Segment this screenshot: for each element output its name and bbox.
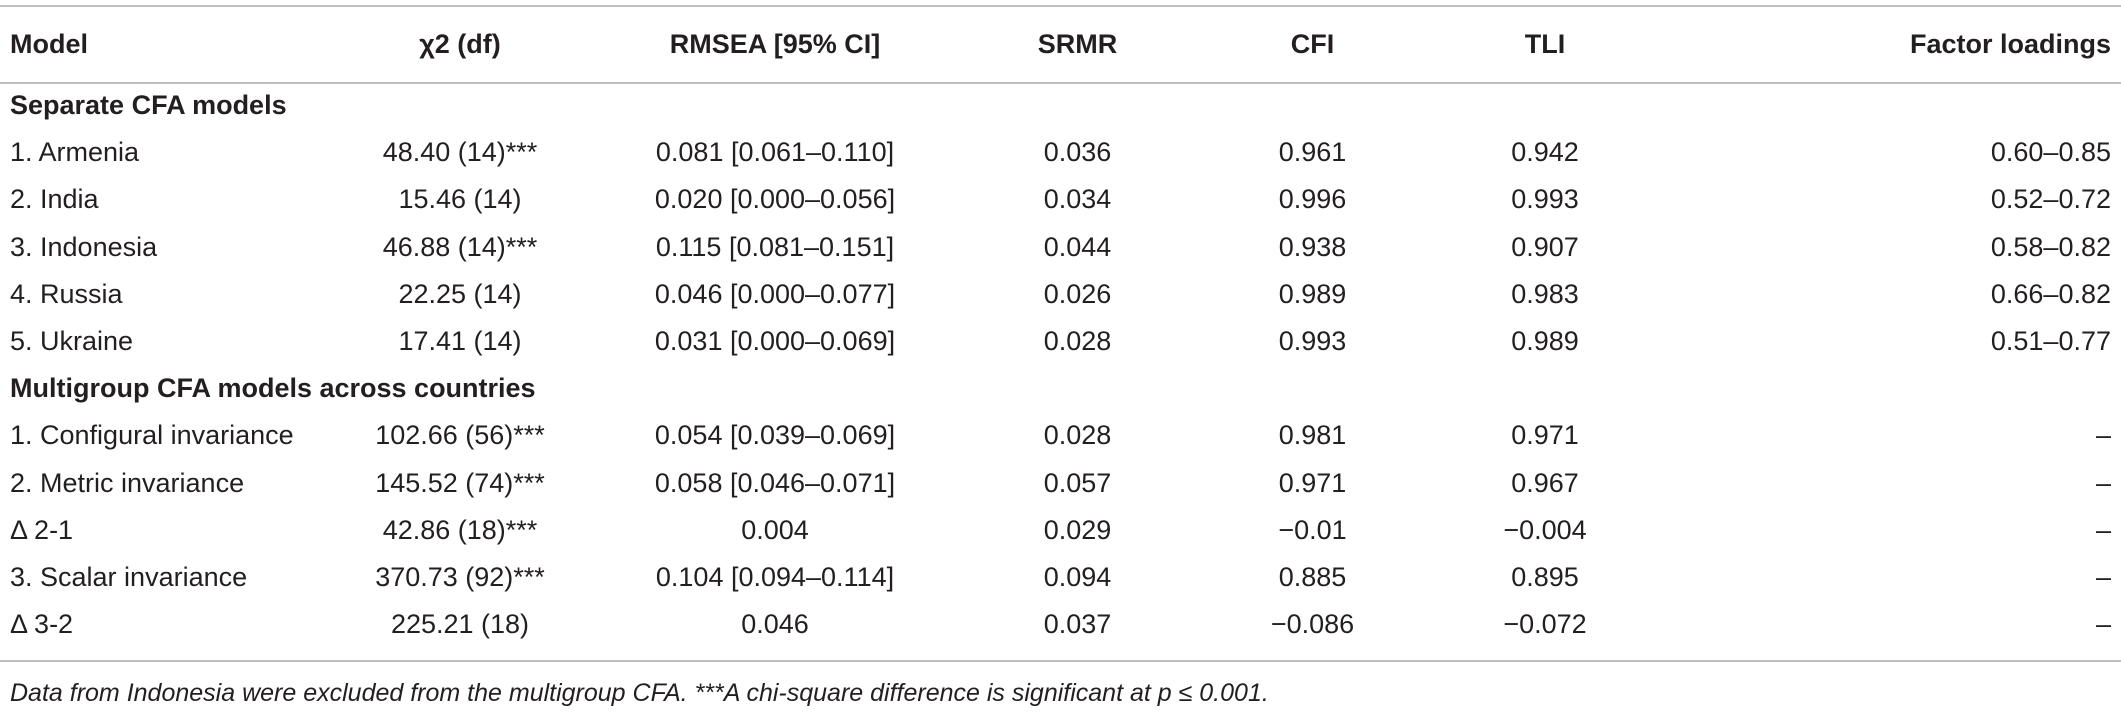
cell-factor-loadings: 0.58–0.82 bbox=[1990, 231, 2111, 262]
cell-srmr: 0.044 bbox=[1043, 231, 1112, 262]
section-row: Separate CFA models bbox=[0, 82, 2121, 129]
cell-rmsea: 0.046 [0.000–0.077] bbox=[654, 278, 896, 309]
cell-model: 2. India bbox=[10, 184, 99, 215]
cell-chi2: 46.88 (14)*** bbox=[382, 231, 538, 262]
cell-chi2: 42.86 (18)*** bbox=[382, 514, 538, 545]
cell-rmsea: 0.104 [0.094–0.114] bbox=[655, 561, 895, 592]
header-srmr: SRMR bbox=[1037, 29, 1118, 59]
table-row: Δ 2-1 42.86 (18)*** 0.004 0.029 −0.01 −0.004 – bbox=[0, 507, 2121, 554]
cell-chi2: 48.40 (14)*** bbox=[382, 137, 538, 168]
cell-factor-loadings: – bbox=[2095, 561, 2111, 592]
cell-srmr: 0.028 bbox=[1043, 326, 1112, 357]
cell-srmr: 0.029 bbox=[1043, 514, 1112, 545]
header-rmsea: RMSEA [95% CI] bbox=[669, 29, 881, 59]
cell-cfi: 0.938 bbox=[1278, 231, 1347, 262]
cell-factor-loadings: 0.66–0.82 bbox=[1990, 278, 2111, 309]
table-header: Model χ2 (df) RMSEA [95% CI] SRMR CFI TL… bbox=[0, 7, 2121, 82]
cell-factor-loadings: – bbox=[2095, 467, 2111, 498]
table-row: 4. Russia 22.25 (14) 0.046 [0.000–0.077] 0.… bbox=[0, 271, 2121, 318]
cell-rmsea: 0.115 [0.081–0.151] bbox=[655, 231, 895, 262]
section-title: Multigroup CFA models across countries bbox=[10, 373, 536, 404]
cell-rmsea: 0.054 [0.039–0.069] bbox=[654, 420, 896, 451]
cell-chi2: 102.66 (56)*** bbox=[375, 420, 545, 451]
cell-rmsea: 0.020 [0.000–0.056] bbox=[654, 184, 896, 215]
cell-model: 2. Metric invariance bbox=[10, 467, 245, 498]
cell-srmr: 0.028 bbox=[1043, 420, 1112, 451]
cell-factor-loadings: 0.51–0.77 bbox=[1990, 326, 2111, 357]
cell-factor-loadings: 0.52–0.72 bbox=[1990, 184, 2111, 215]
header-row: Model χ2 (df) RMSEA [95% CI] SRMR CFI TL… bbox=[0, 7, 2121, 82]
cell-srmr: 0.034 bbox=[1043, 184, 1112, 215]
cell-srmr: 0.037 bbox=[1043, 609, 1112, 640]
table-body: Separate CFA models 1. Armenia 48.40 (14)*… bbox=[0, 82, 2121, 648]
cell-rmsea: 0.058 [0.046–0.071] bbox=[654, 467, 896, 498]
cell-cfi: 0.993 bbox=[1278, 326, 1347, 357]
cell-tli: 0.993 bbox=[1511, 184, 1579, 215]
cell-factor-loadings: – bbox=[2095, 420, 2111, 451]
cell-tli: 0.971 bbox=[1511, 420, 1579, 451]
cell-tli: 0.989 bbox=[1511, 326, 1579, 357]
cell-cfi: 0.981 bbox=[1278, 420, 1347, 451]
header-tli: TLI bbox=[1524, 29, 1566, 59]
cell-tli: −0.072 bbox=[1503, 609, 1587, 640]
cell-model: 3. Scalar invariance bbox=[10, 561, 248, 592]
fit-indices-table: Model χ2 (df) RMSEA [95% CI] SRMR CFI TL… bbox=[0, 7, 2121, 648]
table-footnote: Data from Indonesia were excluded from t… bbox=[10, 679, 1269, 707]
cell-model: 1. Configural invariance bbox=[10, 420, 294, 451]
cell-model: Δ 2-1 bbox=[10, 514, 74, 545]
table-row: 3. Scalar invariance 370.73 (92)*** 0.104 … bbox=[0, 554, 2121, 601]
cell-model: 5. Ukraine bbox=[10, 326, 134, 357]
cell-tli: −0.004 bbox=[1503, 514, 1587, 545]
cell-rmsea: 0.031 [0.000–0.069] bbox=[654, 326, 896, 357]
cell-rmsea: 0.004 bbox=[741, 514, 809, 545]
table-row: 2. India 15.46 (14) 0.020 [0.000–0.056] 0.0… bbox=[0, 176, 2121, 223]
cell-cfi: 0.996 bbox=[1278, 184, 1347, 215]
cell-tli: 0.895 bbox=[1511, 561, 1579, 592]
cell-model: Δ 3-2 bbox=[10, 609, 74, 640]
section-row: Multigroup CFA models across countries bbox=[0, 365, 2121, 412]
cell-srmr: 0.026 bbox=[1043, 278, 1112, 309]
header-cfi: CFI bbox=[1290, 29, 1335, 59]
table-top-rule bbox=[0, 5, 2121, 7]
cell-srmr: 0.036 bbox=[1043, 137, 1112, 168]
table-header-rule bbox=[0, 82, 2121, 84]
cell-chi2: 22.25 (14) bbox=[398, 278, 522, 309]
header-chi2: χ2 (df) bbox=[419, 29, 501, 59]
cell-srmr: 0.094 bbox=[1043, 561, 1112, 592]
cell-srmr: 0.057 bbox=[1043, 467, 1112, 498]
section-title: Separate CFA models bbox=[10, 90, 287, 121]
cell-cfi: −0.01 bbox=[1278, 514, 1347, 545]
header-factor-loadings: Factor loadings bbox=[1909, 29, 2111, 59]
table-row: 3. Indonesia 46.88 (14)*** 0.115 [0.081–0.… bbox=[0, 224, 2121, 271]
cell-cfi: 0.989 bbox=[1278, 278, 1347, 309]
cell-tli: 0.907 bbox=[1511, 231, 1579, 262]
cell-model: 3. Indonesia bbox=[10, 231, 158, 262]
cell-tli: 0.983 bbox=[1511, 278, 1579, 309]
cell-chi2: 145.52 (74)*** bbox=[375, 467, 545, 498]
cell-factor-loadings: – bbox=[2095, 514, 2111, 545]
cell-tli: 0.942 bbox=[1511, 137, 1579, 168]
cell-model: 1. Armenia bbox=[10, 137, 140, 168]
cell-chi2: 225.21 (18) bbox=[390, 609, 530, 640]
cell-cfi: 0.971 bbox=[1278, 467, 1347, 498]
table-bottom-rule bbox=[0, 660, 2121, 662]
cell-chi2: 17.41 (14) bbox=[398, 326, 522, 357]
table-row: 2. Metric invariance 145.52 (74)*** 0.058 … bbox=[0, 460, 2121, 507]
cell-factor-loadings: 0.60–0.85 bbox=[1990, 137, 2111, 168]
header-model: Model bbox=[10, 29, 88, 59]
cell-chi2: 370.73 (92)*** bbox=[375, 561, 545, 592]
cell-cfi: 0.885 bbox=[1278, 561, 1347, 592]
cell-chi2: 15.46 (14) bbox=[398, 184, 522, 215]
cell-factor-loadings: – bbox=[2095, 609, 2111, 640]
cell-rmsea: 0.046 bbox=[741, 609, 809, 640]
cell-cfi: 0.961 bbox=[1278, 137, 1347, 168]
cell-tli: 0.967 bbox=[1511, 467, 1579, 498]
table-row: 1. Configural invariance 102.66 (56)*** 0.… bbox=[0, 412, 2121, 459]
table-row: Δ 3-2 225.21 (18) 0.046 0.037 −0.086 −0.072 – bbox=[0, 601, 2121, 648]
table-row: 1. Armenia 48.40 (14)*** 0.081 [0.061–0.11… bbox=[0, 129, 2121, 176]
table-row: 5. Ukraine 17.41 (14) 0.031 [0.000–0.069] 0… bbox=[0, 318, 2121, 365]
cell-model: 4. Russia bbox=[10, 278, 123, 309]
cell-cfi: −0.086 bbox=[1270, 609, 1355, 640]
cell-rmsea: 0.081 [0.061–0.110] bbox=[655, 137, 895, 168]
